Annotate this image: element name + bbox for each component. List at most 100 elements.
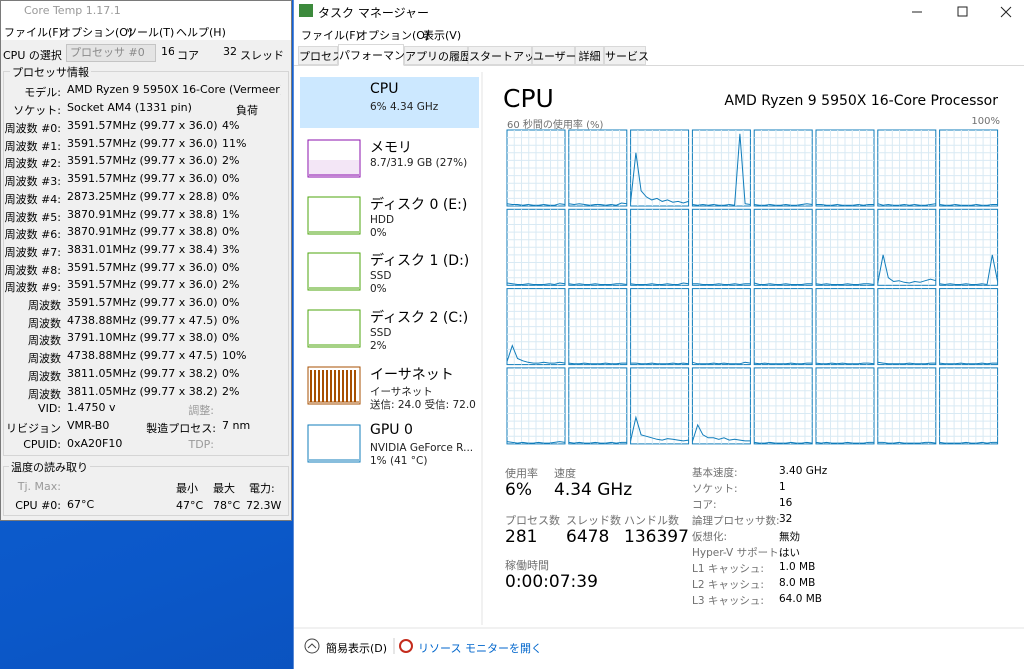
load-field: 0% <box>222 296 240 309</box>
menu-item[interactable]: ファイル(F) <box>4 26 63 39</box>
detail-label: 基本速度: <box>692 467 738 479</box>
sidebar-detail: NVIDIA GeForce R... <box>370 442 474 454</box>
frequency-label: 周波数 <box>28 316 61 330</box>
tab[interactable]: ユーザー <box>532 46 577 65</box>
frequency-label: 周波数 #7: <box>4 245 61 259</box>
group-label: プロセッサ情報 <box>10 64 91 80</box>
load-field: 11% <box>222 136 247 150</box>
thumbnail <box>307 309 361 348</box>
frequency-field: 3811.05MHz (99.77 x 38.2) <box>67 366 218 380</box>
sidebar-item[interactable] <box>300 77 479 128</box>
label: 最大 <box>213 482 235 495</box>
group-frame <box>3 71 289 456</box>
sidebar-title: ディスク 0 (E:) <box>370 197 468 213</box>
cpuid-field: 0xA20F10 <box>67 437 123 450</box>
sidebar-detail: 0% <box>370 283 387 295</box>
core-temp-window <box>0 0 292 521</box>
detail-label: L3 キャッシュ: <box>692 595 764 607</box>
processor-name: AMD Ryzen 9 5950X 16-Core Processor <box>724 93 998 109</box>
detail-label: L2 キャッシュ: <box>692 579 764 591</box>
label: 負荷 <box>236 104 258 117</box>
detail-value: はい <box>779 547 800 559</box>
collapse-icon[interactable] <box>304 638 320 654</box>
cpu-usage-line <box>568 441 627 444</box>
tab[interactable]: パフォーマンス <box>338 44 416 66</box>
model-field: AMD Ryzen 9 5950X 16-Core (Vermeer) <box>67 83 281 96</box>
graph-max: 100% <box>971 116 1000 127</box>
cpu-usage-line <box>754 282 813 285</box>
thumbnail-fill <box>322 370 324 402</box>
thumbnail <box>307 252 361 291</box>
frequency-label: 周波数 #9: <box>4 281 61 295</box>
tab[interactable]: アプリの履歴 <box>404 46 471 65</box>
detail-label: コア: <box>692 499 717 511</box>
detail-value: 3.40 GHz <box>779 465 828 477</box>
core-count: 16 <box>161 45 174 58</box>
frequency-field: 2873.25MHz (99.77 x 28.8) <box>67 189 218 203</box>
load-field: 0% <box>222 260 240 274</box>
tab[interactable]: スタートアップ <box>468 46 546 65</box>
tab[interactable]: 詳細 <box>575 46 604 65</box>
menu-item[interactable]: 表示(V) <box>423 29 462 42</box>
tdp-field <box>219 436 281 453</box>
sidebar-title: GPU 0 <box>370 422 413 438</box>
sidebar-title: ディスク 1 (D:) <box>370 253 470 269</box>
cpu-usage-line <box>815 362 875 365</box>
heading: CPU <box>503 84 554 113</box>
label: VID: <box>38 402 61 415</box>
min-temperature: 47°C <box>176 499 204 512</box>
resource-monitor-link[interactable]: リソース モニターを開く <box>418 642 542 655</box>
menu-item[interactable]: ヘルプ(H) <box>176 26 226 39</box>
menu-item[interactable]: オプション(O) <box>357 29 430 42</box>
maximize-button[interactable] <box>957 6 968 17</box>
detail-value: 64.0 MB <box>779 593 822 605</box>
cpu-usage-line <box>939 254 999 286</box>
frequency-label: 周波数 <box>28 334 61 348</box>
tab[interactable]: サービス <box>604 46 649 65</box>
detail-value: 1 <box>779 481 786 493</box>
load-field: 2% <box>222 278 240 292</box>
tab[interactable]: プロセス <box>298 46 343 65</box>
cpu-usage-line <box>692 133 751 206</box>
frequency-field: 4738.88MHz (99.77 x 47.5) <box>67 313 218 327</box>
thumbnail <box>307 424 361 463</box>
frequency-label: 周波数 #6: <box>4 228 61 242</box>
cpu-usage-line <box>754 441 813 444</box>
sidebar-detail: HDD <box>370 214 395 226</box>
cpu-usage-line <box>506 282 566 286</box>
app-icon <box>299 4 313 17</box>
stat-value: 4.34 GHz <box>554 480 633 500</box>
stat-value: 6478 <box>566 527 610 547</box>
cpu-usage-line <box>754 203 813 206</box>
label: CPU #0: <box>15 499 61 512</box>
processor-select[interactable]: プロセッサ #0 <box>66 44 156 62</box>
cpu-usage-line <box>754 362 813 365</box>
frequency-field: 4738.88MHz (99.77 x 47.5) <box>67 349 218 363</box>
frequency-field: 3831.01MHz (99.77 x 38.4) <box>67 242 218 256</box>
sidebar-detail: 6% 4.34 GHz <box>370 101 439 113</box>
label: 製造プロセス: <box>146 422 216 435</box>
frequency-label: 周波数 <box>28 369 61 383</box>
simple-view-button[interactable]: 簡易表示(D) <box>326 642 388 655</box>
cpu-usage-line <box>506 344 566 364</box>
stat-label: ハンドル数 <box>624 514 679 527</box>
temperature-field: 67°C <box>67 498 95 511</box>
stat-value: 281 <box>505 527 538 547</box>
cpu-usage-line <box>939 362 998 365</box>
frequency-field: 3591.57MHz (99.77 x 36.0) <box>67 296 218 309</box>
close-button[interactable] <box>1000 6 1012 18</box>
sidebar-title: CPU <box>370 81 399 97</box>
cpu-usage-line <box>692 283 751 286</box>
detail-label: 仮想化: <box>692 531 728 543</box>
label: リビジョン <box>6 422 61 435</box>
frequency-label: 周波数 #5: <box>4 210 61 224</box>
menu-item[interactable]: ツール(T) <box>126 26 175 39</box>
load-field: 10% <box>222 349 247 363</box>
power: 72.3W <box>246 499 282 512</box>
menu-item[interactable]: オプション(O) <box>60 26 133 39</box>
detail-value: 無効 <box>779 531 800 543</box>
load-field: 0% <box>222 225 240 239</box>
detail-label: L1 キャッシュ: <box>692 563 764 575</box>
thumbnail-fill <box>326 370 328 402</box>
menu-item[interactable]: ファイル(F) <box>301 29 360 42</box>
